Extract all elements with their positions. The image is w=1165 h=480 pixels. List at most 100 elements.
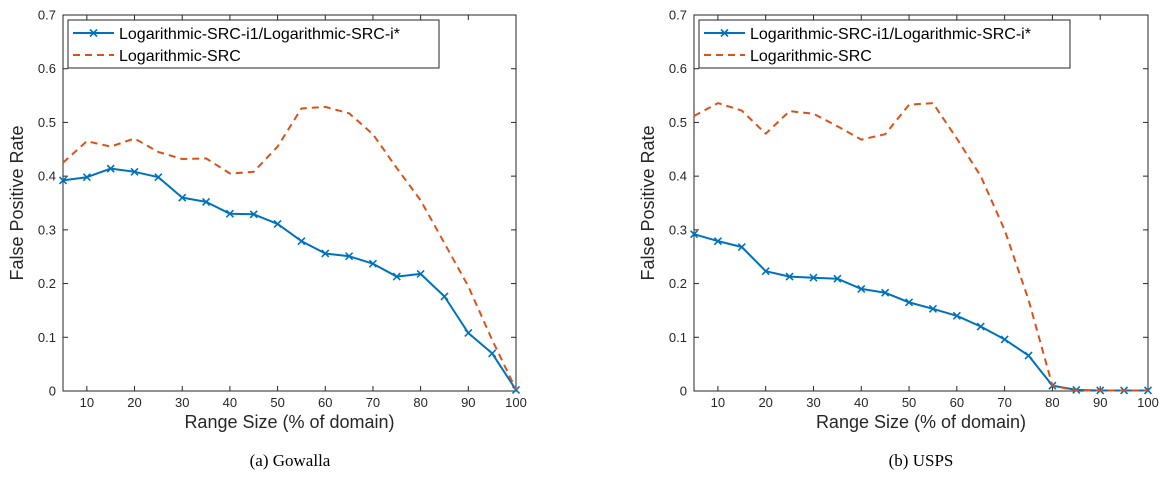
marker-stroke bbox=[689, 230, 699, 239]
data-point-marker bbox=[58, 176, 68, 185]
marker-stroke bbox=[928, 304, 938, 313]
marker-stroke bbox=[297, 237, 306, 246]
series-line bbox=[62, 105, 517, 390]
marker-stroke bbox=[416, 269, 425, 278]
y-tick-label: 0.7 bbox=[669, 8, 687, 23]
marker-stroke bbox=[321, 249, 330, 258]
y-tick-label: 0.4 bbox=[669, 169, 687, 184]
data-point-marker bbox=[201, 197, 211, 206]
y-tick-label: 0.5 bbox=[38, 115, 56, 130]
marker-stroke bbox=[713, 237, 722, 246]
figure-caption: (b) USPS bbox=[889, 451, 954, 470]
data-point-marker bbox=[511, 385, 521, 394]
marker-stroke bbox=[904, 298, 914, 307]
marker-stroke bbox=[368, 259, 378, 268]
data-point-marker bbox=[1000, 335, 1009, 344]
marker-stroke bbox=[976, 322, 985, 331]
marker-stroke bbox=[392, 272, 401, 281]
y-tick-label: 0.6 bbox=[38, 61, 56, 76]
x-tick-label: 30 bbox=[175, 395, 189, 410]
marker-stroke bbox=[464, 328, 473, 338]
data-point-marker bbox=[833, 274, 842, 283]
marker-stroke bbox=[154, 173, 163, 182]
marker-stroke bbox=[178, 193, 187, 202]
y-tick-label: 0.7 bbox=[38, 8, 56, 23]
data-point-marker bbox=[225, 209, 234, 218]
x-tick-label: 20 bbox=[127, 395, 141, 410]
data-point-marker bbox=[297, 237, 306, 246]
x-tick-label: 50 bbox=[902, 395, 916, 410]
y-tick-label: 0.3 bbox=[38, 222, 56, 237]
data-point-marker bbox=[130, 167, 139, 176]
chart-panel-gowalla: 10 20 30 40 50 60 70 80 90 100 0 0.1 0.2 0.3 0.4 0.5 0.6… bbox=[7, 8, 527, 471]
marker-stroke bbox=[201, 197, 211, 206]
marker-stroke bbox=[440, 292, 449, 301]
y-tick-label: 0.3 bbox=[669, 222, 687, 237]
x-tick-label: 80 bbox=[413, 395, 427, 410]
marker-stroke bbox=[809, 273, 818, 282]
x-tick-label: 50 bbox=[270, 395, 284, 410]
series-line bbox=[693, 102, 1148, 392]
data-point-marker bbox=[928, 304, 938, 313]
legend-box bbox=[698, 19, 1071, 69]
x-tick-label: 30 bbox=[806, 395, 820, 410]
x-tick-label: 10 bbox=[711, 395, 725, 410]
chart-panel-usps: 10 20 30 40 50 60 70 80 90 100 0 0.1 0.2 0.3 0.4 0.5 0.6… bbox=[638, 8, 1159, 471]
x-tick-label: 10 bbox=[80, 395, 94, 410]
data-point-marker bbox=[154, 173, 163, 182]
data-point-marker bbox=[392, 272, 401, 281]
marker-stroke bbox=[737, 242, 746, 252]
x-tick-label: 90 bbox=[461, 395, 475, 410]
data-point-marker bbox=[416, 269, 425, 278]
x-tick-label: 20 bbox=[758, 395, 772, 410]
data-point-marker bbox=[713, 237, 722, 246]
data-point-marker bbox=[106, 164, 115, 173]
y-tick-label: 0 bbox=[680, 384, 687, 399]
data-point-marker bbox=[904, 298, 914, 307]
legend-entry-label: Logarithmic-SRC-i1/Logarithmic-SRC-i* bbox=[119, 26, 400, 43]
legend-box bbox=[67, 19, 440, 69]
marker-stroke bbox=[345, 252, 354, 261]
marker-stroke bbox=[1000, 335, 1009, 344]
x-tick-label: 100 bbox=[505, 395, 527, 410]
y-tick-label: 0.2 bbox=[669, 276, 687, 291]
marker-stroke bbox=[881, 288, 890, 297]
data-point-marker bbox=[689, 230, 699, 239]
data-point-marker bbox=[440, 292, 449, 301]
data-point-marker bbox=[178, 193, 187, 202]
x-axis-label: Range Size (% of domain) bbox=[816, 412, 1026, 432]
legend-entry-label: Logarithmic-SRC-i1/Logarithmic-SRC-i* bbox=[750, 26, 1031, 43]
data-point-marker bbox=[737, 242, 746, 252]
marker-stroke bbox=[58, 176, 68, 185]
marker-stroke bbox=[130, 167, 139, 176]
marker-stroke bbox=[249, 210, 258, 219]
legend: Logarithmic-SRC-i1/Logarithmic-SRC-i* Log… bbox=[698, 19, 1071, 69]
data-point-marker bbox=[249, 210, 258, 219]
y-axis-label: False Positive Rate bbox=[7, 125, 27, 280]
marker-stroke bbox=[511, 385, 521, 394]
x-tick-label: 100 bbox=[1137, 395, 1159, 410]
marker-stroke bbox=[1024, 351, 1033, 360]
x-tick-label: 40 bbox=[223, 395, 237, 410]
y-tick-label: 0.2 bbox=[38, 276, 56, 291]
y-tick-label: 0.1 bbox=[38, 330, 56, 345]
data-point-marker bbox=[952, 311, 961, 320]
data-point-marker bbox=[857, 284, 866, 294]
marker-stroke bbox=[952, 311, 961, 320]
x-tick-label: 40 bbox=[854, 395, 868, 410]
data-point-marker bbox=[1024, 351, 1033, 360]
legend-entry-label: Logarithmic-SRC bbox=[119, 48, 241, 65]
marker-stroke bbox=[273, 219, 282, 229]
marker-stroke bbox=[833, 274, 842, 283]
marker-stroke bbox=[488, 349, 497, 358]
x-axis-label: Range Size (% of domain) bbox=[184, 412, 394, 432]
y-tick-label: 0.4 bbox=[38, 169, 56, 184]
series-line bbox=[62, 167, 517, 391]
marker-stroke bbox=[785, 272, 794, 281]
legend-marker bbox=[89, 28, 98, 38]
marker-stroke bbox=[106, 164, 115, 173]
x-tick-label: 70 bbox=[997, 395, 1011, 410]
marker-stroke bbox=[857, 284, 866, 294]
y-tick-label: 0.1 bbox=[669, 330, 687, 345]
